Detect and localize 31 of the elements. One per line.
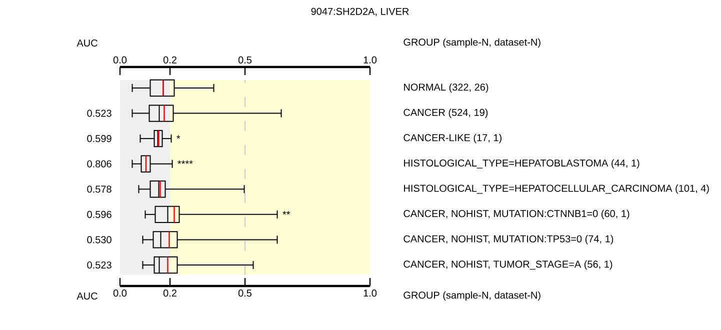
y-tick-label: CANCER, NOHIST, TUMOR_STAGE=A (56, 1) — [404, 260, 612, 270]
x2-tick-label: 0.2 — [163, 56, 176, 64]
text: AUC — [76, 39, 98, 47]
y-axis-title: AUC — [76, 292, 98, 300]
x2-tick-label: 0.0 — [113, 56, 127, 64]
x-tick-label: 0.5 — [238, 290, 252, 297]
y-tick-label: HISTOLOGICAL_TYPE=HEPATOBLASTOMA (44, 1) — [404, 159, 640, 169]
text: 0.530 — [87, 236, 112, 244]
text: 0.806 — [87, 160, 112, 168]
text: 0.599 — [87, 135, 112, 142]
text: GROUP (sample-N, dataset-N) — [404, 38, 540, 48]
y-tick-label: NORMAL (322, 26) — [404, 83, 488, 93]
x2-tick-label: 1.0 — [364, 56, 377, 64]
text: 0.578 — [87, 186, 112, 193]
y-tick-label: CANCER (524, 19) — [404, 108, 488, 118]
y-tick-label: CANCER, NOHIST, MUTATION:TP53=0 (74, 1) — [404, 235, 614, 244]
text: 0.596 — [87, 210, 112, 218]
y2-axis-title: GROUP (sample-N, dataset-N) — [404, 291, 540, 301]
x2-tick-label: 0.5 — [238, 56, 252, 64]
y-tick-label: CANCER, NOHIST, MUTATION:CTNNB1=0 (60, 1) — [404, 210, 630, 220]
annotation: * — [176, 135, 180, 139]
y-tick-label: CANCER-LIKE (17, 1) — [404, 134, 502, 144]
text: 0.523 — [87, 261, 112, 269]
x-tick-label: 1.0 — [364, 290, 377, 297]
annotation: ** — [282, 211, 290, 214]
annotation: **** — [178, 160, 193, 164]
x-tick-label: 0.0 — [113, 290, 127, 297]
x-tick-label: 0.2 — [163, 290, 176, 297]
y-tick-label: HISTOLOGICAL_TYPE=HEPATOCELLULAR_CARCINOMA (101, 4) — [404, 184, 709, 194]
text: 0.523 — [87, 110, 112, 117]
chart-title: 9047:SH2D2A, LIVER — [311, 8, 409, 16]
